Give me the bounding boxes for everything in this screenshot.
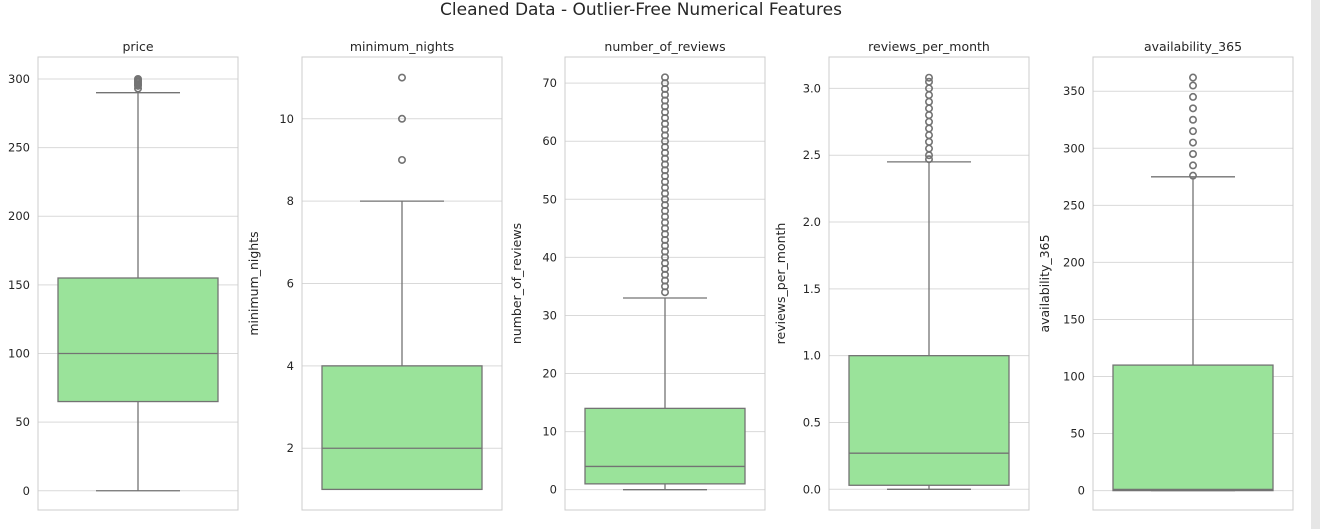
iqr-box xyxy=(848,355,1010,486)
outlier-point xyxy=(660,73,669,82)
subplot-availability_365: 050100150200250300350availability_365ava… xyxy=(1037,39,1294,511)
iqr-box xyxy=(1112,364,1274,492)
iqr-box xyxy=(584,407,746,485)
outlier-point xyxy=(1189,171,1198,180)
axes-frame xyxy=(564,56,766,511)
outlier-point xyxy=(1189,92,1198,101)
outlier-point xyxy=(1189,115,1198,124)
outlier-point xyxy=(1189,81,1198,90)
subplot-price: 0 50 100 150 200 250 300 price xyxy=(8,39,239,511)
outlier-point xyxy=(1189,127,1198,136)
y-tick-label: 0.0 xyxy=(803,482,821,496)
y-tick-label: 70 xyxy=(542,76,557,90)
subplot-minimum_nights: 2 4 6 8 10 minimum_nights minimum_nights xyxy=(246,39,503,511)
subplot-title: availability_365 xyxy=(1144,39,1242,54)
y-tick-label: 20 xyxy=(542,367,557,381)
y-tick-label: 250 xyxy=(8,141,30,155)
outlier-point xyxy=(1189,73,1198,82)
outlier-point xyxy=(924,137,933,146)
subplot-title: number_of_reviews xyxy=(604,39,725,54)
y-tick-label: 4 xyxy=(287,359,294,373)
outlier-point xyxy=(397,155,406,164)
y-tick-label: 0.5 xyxy=(803,415,821,429)
y-tick-label: 1.0 xyxy=(803,349,821,363)
outlier-point xyxy=(1189,149,1198,158)
y-tick-label: 2.0 xyxy=(803,215,821,229)
y-tick-label: 250 xyxy=(1063,198,1085,212)
outlier-point xyxy=(1189,161,1198,170)
outlier-point xyxy=(924,117,933,126)
y-tick-label: 50 xyxy=(15,415,30,429)
y-tick-label: 2 xyxy=(287,441,294,455)
y-tick-label: 300 xyxy=(1063,141,1085,155)
subplot-title: reviews_per_month xyxy=(868,39,990,54)
outlier-point xyxy=(1189,104,1198,113)
outlier-point xyxy=(924,97,933,106)
subplot-reviews_per_month: 0.00.51.01.52.02.53.0reviews_per_monthre… xyxy=(773,39,1030,511)
y-tick-label: 100 xyxy=(1063,369,1085,383)
y-tick-label: 30 xyxy=(542,308,557,322)
y-tick-label: 2.5 xyxy=(803,148,821,162)
iqr-box xyxy=(57,277,219,403)
y-tick-label: 6 xyxy=(287,277,294,291)
y-axis-label: reviews_per_month xyxy=(773,223,788,345)
y-tick-label: 300 xyxy=(8,72,30,86)
y-tick-label: 3.0 xyxy=(803,81,821,95)
y-tick-label: 50 xyxy=(542,192,557,206)
subplot-title: price xyxy=(122,39,153,54)
y-tick-label: 40 xyxy=(542,250,557,264)
y-tick-label: 200 xyxy=(1063,255,1085,269)
outlier-point xyxy=(924,131,933,140)
figure-title: Cleaned Data - Outlier-Free Numerical Fe… xyxy=(440,0,842,20)
subplot-number_of_reviews: 0 10 20 30 40 50 60 70 number_of_reviews number_o… xyxy=(509,39,766,511)
outlier-point xyxy=(924,91,933,100)
y-tick-label: 150 xyxy=(8,278,30,292)
y-tick-label: 60 xyxy=(542,134,557,148)
y-tick-label: 100 xyxy=(8,347,30,361)
subplot-title: minimum_nights xyxy=(350,39,454,54)
y-tick-label: 50 xyxy=(1070,427,1085,441)
scrollbar[interactable] xyxy=(1311,0,1320,529)
outlier-point xyxy=(397,73,406,82)
y-tick-label: 8 xyxy=(287,194,294,208)
y-axis-label: minimum_nights xyxy=(246,231,261,335)
y-tick-label: 200 xyxy=(8,209,30,223)
outlier-point xyxy=(924,73,933,82)
y-axis-label: number_of_reviews xyxy=(509,223,524,344)
axes-frame xyxy=(828,56,1030,511)
y-tick-label: 1.5 xyxy=(803,282,821,296)
outlier-point xyxy=(924,155,933,164)
outlier-point xyxy=(924,104,933,113)
outlier-point xyxy=(924,111,933,120)
outlier-point xyxy=(924,144,933,153)
outlier-point xyxy=(924,124,933,133)
y-tick-label: 10 xyxy=(279,112,294,126)
outlier-point xyxy=(1189,138,1198,147)
outlier-point xyxy=(397,114,406,123)
y-tick-label: 0 xyxy=(550,483,557,497)
y-tick-label: 150 xyxy=(1063,312,1085,326)
y-tick-label: 350 xyxy=(1063,84,1085,98)
y-tick-label: 10 xyxy=(542,425,557,439)
iqr-box xyxy=(321,365,483,491)
y-tick-label: 0 xyxy=(1078,484,1085,498)
axes-frame xyxy=(37,56,239,511)
axes-frame xyxy=(301,56,503,511)
y-tick-label: 0 xyxy=(23,484,30,498)
outlier-point xyxy=(924,77,933,86)
axes-frame xyxy=(1092,56,1294,511)
y-axis-label: availability_365 xyxy=(1037,234,1052,332)
outlier-point xyxy=(134,74,143,83)
